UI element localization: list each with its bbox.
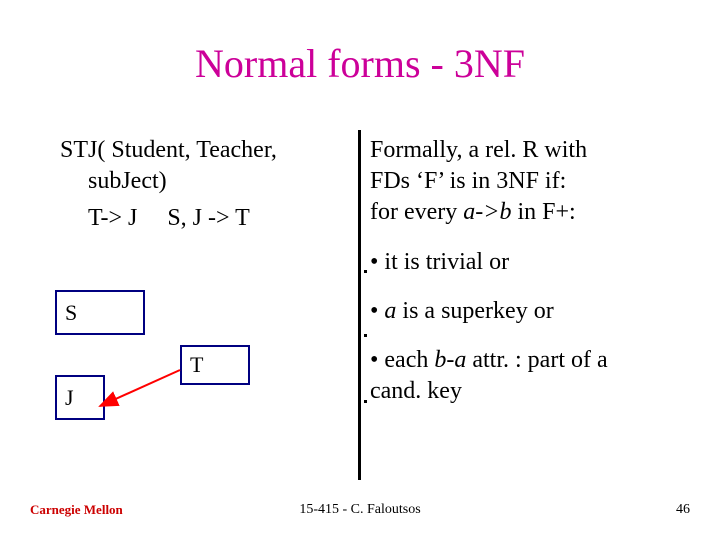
- divider-vertical: [358, 130, 361, 480]
- left-column: STJ( Student, Teacher, subJect) T-> J S,…: [60, 135, 340, 235]
- box-j: J: [55, 375, 105, 420]
- p1c-post: in F+:: [511, 199, 575, 225]
- bullet-trivial: • it is trivial or: [370, 247, 700, 278]
- box-t: T: [180, 345, 250, 385]
- b2-post: is a superkey or: [396, 298, 553, 324]
- relation-line2: subJect): [88, 166, 340, 197]
- p1c-em: a->b: [463, 199, 511, 225]
- footer-page-number: 46: [676, 502, 690, 518]
- bullet-candkey: • each b-a attr. : part of a cand. key: [370, 345, 700, 407]
- divider-h3: [364, 400, 367, 403]
- b3-line2: cand. key: [370, 376, 700, 407]
- b2-pre: •: [370, 298, 384, 324]
- right-column: Formally, a rel. R with FDs ‘F’ is in 3N…: [370, 135, 700, 407]
- divider-h1: [364, 270, 367, 273]
- box-s: S: [55, 290, 145, 335]
- fd-line: T-> J S, J -> T: [88, 203, 340, 234]
- b3-post: attr. : part of a: [466, 347, 607, 373]
- slide-title: Normal forms - 3NF: [0, 40, 720, 87]
- p1c-pre: for every: [370, 199, 463, 225]
- b3-em: b-a: [434, 347, 466, 373]
- b2-em: a: [384, 298, 396, 324]
- divider-h2: [364, 334, 367, 337]
- formal-def-line2: FDs ‘F’ is in 3NF if:: [370, 166, 700, 197]
- b3-pre: • each: [370, 347, 434, 373]
- footer-center: 15-415 - C. Faloutsos: [0, 502, 720, 518]
- fd1: T-> J: [88, 205, 137, 231]
- fd2: S, J -> T: [167, 205, 249, 231]
- bullet-superkey: • a is a superkey or: [370, 296, 700, 327]
- formal-def-line1: Formally, a rel. R with: [370, 135, 700, 166]
- relation-line1: STJ( Student, Teacher,: [60, 135, 340, 166]
- stj-diagram: S T J: [55, 290, 315, 450]
- formal-def-line3: for every a->b in F+:: [370, 197, 700, 228]
